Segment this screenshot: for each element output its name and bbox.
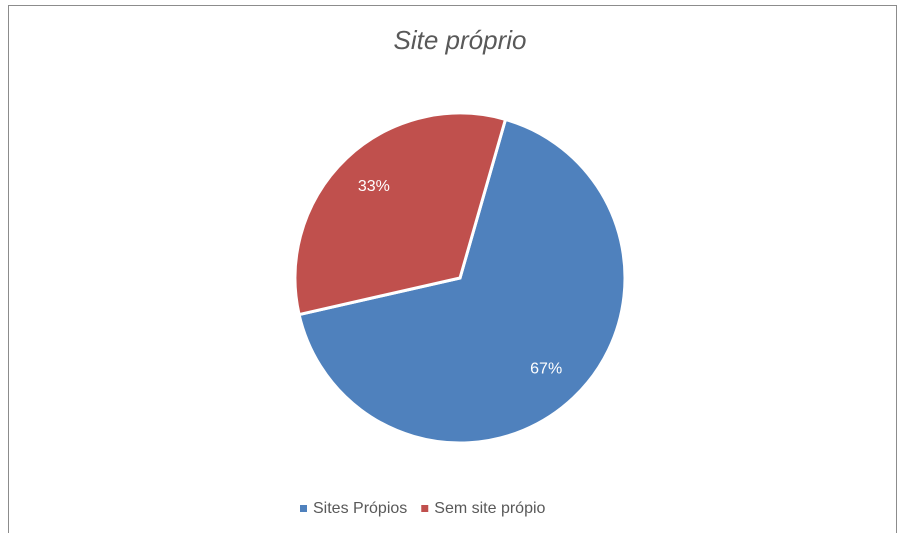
data-label: 33%: [358, 178, 390, 195]
data-label: 67%: [530, 360, 562, 377]
chart-title: Site próprio: [394, 25, 527, 55]
pie-slice: [293, 111, 508, 317]
legend-swatch: [300, 505, 307, 512]
legend-label: Sem site própio: [434, 500, 545, 517]
pie-slice: [297, 117, 627, 445]
legend-swatch: [421, 505, 429, 512]
legend-label: Sites Própios: [313, 500, 407, 517]
